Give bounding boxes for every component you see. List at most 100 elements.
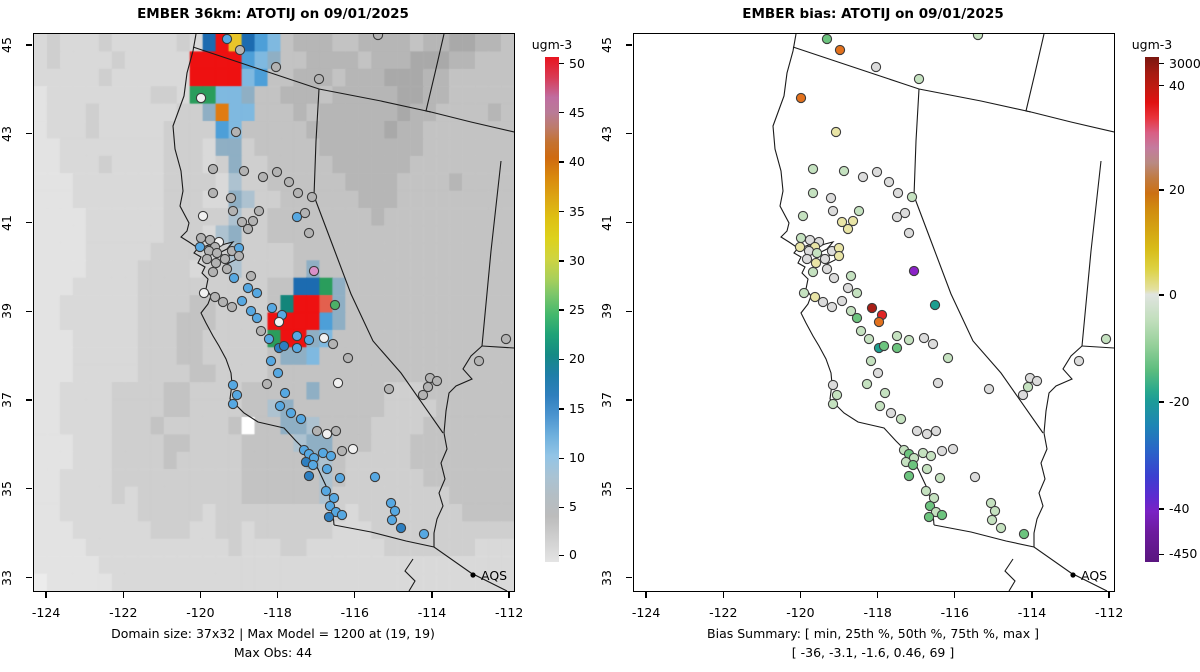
station-marker — [845, 305, 857, 317]
station-marker — [903, 334, 915, 346]
station-marker — [925, 450, 937, 462]
x-axis-tick-mark — [954, 592, 956, 598]
y-axis-tick-label: 41 — [0, 214, 14, 231]
aqs-legend-dot — [470, 572, 476, 578]
y-axis-tick-mark — [26, 133, 32, 135]
y-axis-tick-mark — [626, 488, 632, 490]
model-colorbar — [545, 57, 559, 562]
y-axis-tick-label: 37 — [599, 392, 614, 408]
y-axis-tick-mark — [626, 44, 632, 46]
colorbar-tick-label: 0 — [569, 547, 577, 563]
station-marker — [303, 470, 315, 482]
model-map-overlay: AQS — [172, 34, 514, 591]
station-marker — [794, 241, 806, 253]
colorbar-tick-mark — [559, 358, 564, 361]
state-border-river_north — [443, 345, 483, 434]
colorbar-tick-mark — [1159, 189, 1164, 191]
station-marker — [292, 187, 304, 199]
station-marker — [989, 505, 1001, 517]
y-axis-tick-label: 45 — [0, 37, 14, 53]
station-marker — [851, 287, 863, 299]
station-marker — [1017, 389, 1029, 401]
station-marker — [238, 165, 250, 177]
y-axis-tick-mark — [626, 221, 632, 224]
x-axis-tick-label: -120 — [186, 605, 215, 620]
station-marker — [797, 210, 809, 222]
colorbar-tick-mark — [559, 210, 564, 213]
y-axis-tick-mark — [26, 488, 32, 490]
station-marker — [908, 265, 920, 277]
colorbar-tick-mark — [559, 111, 564, 114]
station-marker — [334, 472, 346, 484]
station-marker — [821, 34, 833, 45]
station-marker — [219, 253, 231, 265]
station-marker — [891, 330, 903, 342]
station-marker — [253, 205, 265, 217]
station-marker — [827, 205, 839, 217]
station-marker — [995, 522, 1007, 534]
station-marker — [851, 312, 863, 324]
station-marker — [198, 287, 210, 299]
station-marker — [311, 425, 323, 437]
state-border-or_border — [792, 46, 1032, 113]
station-marker — [389, 505, 401, 517]
station-marker — [325, 450, 337, 462]
station-marker — [271, 166, 283, 178]
y-axis-tick-label: 33 — [0, 569, 14, 586]
station-marker — [197, 210, 209, 222]
station-marker — [930, 425, 942, 437]
station-marker — [328, 492, 340, 504]
station-marker — [417, 389, 429, 401]
station-marker — [228, 272, 240, 284]
station-marker — [230, 126, 242, 138]
colorbar-tick-mark — [559, 260, 564, 262]
station-marker — [885, 407, 897, 419]
state-border-nv_east — [1081, 160, 1102, 347]
station-marker — [828, 272, 840, 284]
station-marker — [265, 355, 277, 367]
station-marker — [329, 299, 341, 311]
station-marker — [918, 332, 930, 344]
x-axis-tick-label: -124 — [631, 605, 661, 620]
y-axis-tick-label: 39 — [599, 303, 614, 320]
station-marker — [842, 282, 854, 294]
colorbar-tick-label: 35 — [569, 203, 585, 219]
x-axis-tick-mark — [645, 592, 647, 598]
bias-map-overlay: AQS — [772, 34, 1114, 591]
station-marker — [866, 302, 878, 314]
station-marker — [1031, 375, 1043, 387]
station-marker — [336, 509, 348, 521]
y-axis-tick-label: 35 — [599, 480, 614, 497]
station-marker — [921, 463, 933, 475]
colorbar-tick-mark — [559, 457, 564, 460]
station-marker — [934, 472, 946, 484]
colorbar-tick-mark — [1159, 553, 1164, 556]
state-border-ut_border — [430, 111, 514, 133]
colorbar-tick-label: 20 — [569, 351, 585, 367]
station-marker — [321, 463, 333, 475]
colorbar-tick-label: 20 — [1169, 181, 1185, 197]
station-marker — [209, 291, 221, 303]
station-marker — [809, 291, 821, 303]
station-marker — [817, 296, 829, 308]
station-marker — [821, 263, 833, 275]
station-marker — [263, 333, 275, 345]
station-marker — [807, 187, 819, 199]
station-marker — [879, 387, 891, 399]
station-marker — [221, 263, 233, 275]
station-marker — [819, 253, 831, 265]
station-marker — [266, 302, 278, 314]
station-marker — [913, 73, 925, 85]
station-marker — [985, 497, 997, 509]
x-axis-tick-mark — [1031, 592, 1033, 598]
station-marker — [299, 207, 311, 219]
station-marker — [303, 227, 315, 239]
station-marker — [283, 176, 295, 188]
station-marker — [323, 511, 335, 523]
station-marker — [807, 266, 819, 278]
station-marker — [327, 338, 339, 350]
bias-colorbar-units-label: ugm-3 — [1131, 37, 1173, 52]
y-axis-tick-mark — [26, 576, 32, 579]
station-marker — [845, 270, 857, 282]
colorbar-tick-label: 25 — [569, 302, 585, 317]
